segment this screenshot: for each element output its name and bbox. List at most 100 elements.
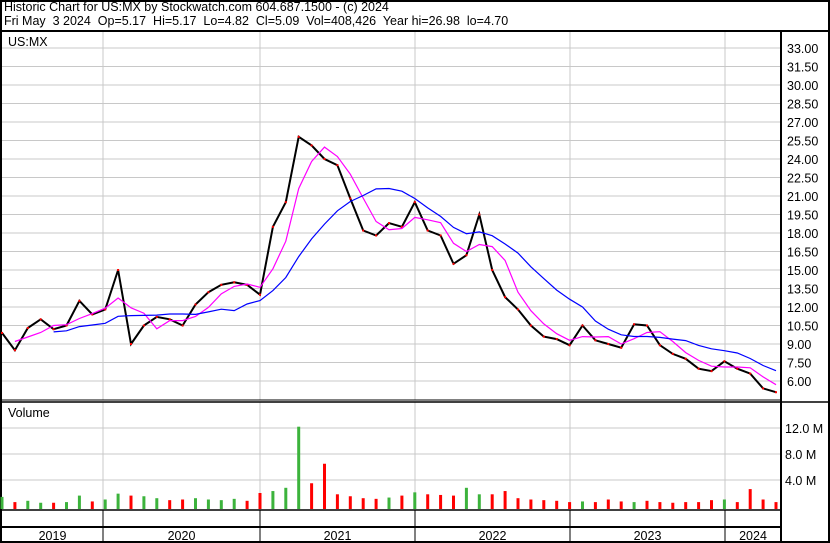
close-marker <box>181 324 184 327</box>
close-marker <box>362 229 365 232</box>
close-marker <box>581 324 584 327</box>
close-marker <box>465 254 468 257</box>
close-marker <box>104 308 107 311</box>
volume-tick-label: 4.0 M <box>785 474 816 488</box>
volume-axis: 12.0 M 8.0 M 4.0 M <box>785 422 823 488</box>
year-label: 2023 <box>634 529 662 543</box>
short-moving-average-line <box>14 146 777 386</box>
volume-bar <box>761 499 765 509</box>
price-tick-label: 21.00 <box>787 190 818 204</box>
volume-bar <box>129 495 133 509</box>
close-marker <box>168 318 171 321</box>
volume-bar <box>245 500 249 509</box>
volume-bar <box>710 500 713 509</box>
volume-bar <box>335 494 339 509</box>
close-marker <box>220 283 223 286</box>
close-marker <box>762 387 765 390</box>
volume-bar <box>155 498 159 509</box>
volume-bar <box>413 492 417 509</box>
volume-bar <box>142 496 146 509</box>
close-marker <box>349 197 352 200</box>
price-tick-label: 28.50 <box>787 98 818 112</box>
price-series <box>1 135 777 394</box>
price-tick-label: 12.00 <box>787 301 818 315</box>
close-marker <box>736 367 739 370</box>
volume-bar <box>490 494 494 509</box>
volume-bar <box>658 502 662 509</box>
volume-bar <box>581 501 584 509</box>
volume-bar <box>735 502 739 509</box>
close-marker <box>142 324 145 327</box>
price-tick-label: 6.00 <box>787 375 811 389</box>
price-tick-label: 33.00 <box>787 42 818 56</box>
close-marker <box>259 293 261 296</box>
close-marker <box>1 331 3 334</box>
close-marker <box>155 315 158 318</box>
close-marker <box>710 370 713 373</box>
close-marker <box>26 326 29 329</box>
time-axis: 2019 2020 2021 2022 2023 2024 <box>39 529 767 543</box>
volume-bar <box>206 499 210 509</box>
volume-bar <box>529 499 533 509</box>
volume-bar <box>606 499 610 509</box>
close-marker <box>426 229 429 232</box>
close-marker <box>388 222 390 225</box>
price-tick-label: 15.00 <box>787 264 818 278</box>
volume-bar <box>748 489 752 509</box>
close-marker <box>52 328 55 331</box>
volume-bar <box>593 502 597 509</box>
close-marker <box>413 201 416 204</box>
close-marker <box>452 262 455 265</box>
volume-bar <box>52 502 56 509</box>
close-marker <box>633 323 636 326</box>
year-label: 2022 <box>479 529 507 543</box>
chart-title: Historic Chart for US:MX by Stockwatch.c… <box>4 0 389 14</box>
volume-bar <box>284 487 288 509</box>
close-marker <box>91 313 94 316</box>
close-marker <box>207 291 210 294</box>
volume-bar <box>568 502 572 509</box>
volume-tick-label: 12.0 M <box>785 422 823 436</box>
volume-bar <box>168 500 172 509</box>
close-marker <box>504 296 507 299</box>
volume-tick-label: 8.0 M <box>785 448 816 462</box>
price-tick-label: 16.50 <box>787 246 818 260</box>
volume-bar <box>219 500 223 509</box>
price-tick-label: 13.50 <box>787 283 818 297</box>
volume-bar <box>103 499 107 509</box>
volume-bar <box>439 494 443 509</box>
volume-bar <box>477 494 481 509</box>
volume-bar <box>387 497 391 509</box>
close-marker <box>65 324 68 327</box>
volume-bar <box>619 501 623 509</box>
price-tick-label: 7.50 <box>787 357 811 371</box>
volume-bar <box>116 493 120 509</box>
price-tick-label: 31.50 <box>787 61 818 75</box>
close-marker <box>529 324 532 327</box>
close-marker <box>607 343 610 345</box>
close-marker <box>297 135 300 138</box>
volume-bar <box>684 502 688 509</box>
volume-bar <box>722 499 726 509</box>
symbol-label: US:MX <box>8 35 48 49</box>
year-label: 2024 <box>739 529 767 543</box>
volume-bar <box>697 502 701 509</box>
close-marker <box>439 234 442 237</box>
volume-bar <box>400 495 404 509</box>
close-marker <box>323 158 326 160</box>
volume-bar <box>181 499 185 509</box>
close-marker <box>233 281 236 284</box>
grid <box>2 32 781 543</box>
close-marker <box>749 372 752 375</box>
volume-bar <box>671 502 675 509</box>
volume-bar <box>361 498 365 509</box>
volume-bar <box>297 426 301 509</box>
volume-bar <box>13 502 17 509</box>
volume-bar <box>90 501 94 509</box>
year-label: 2021 <box>324 529 352 543</box>
close-marker <box>400 225 403 228</box>
volume-bar <box>77 495 81 509</box>
volume-bar <box>39 502 43 509</box>
close-marker <box>194 303 197 306</box>
volume-bars <box>0 426 778 509</box>
